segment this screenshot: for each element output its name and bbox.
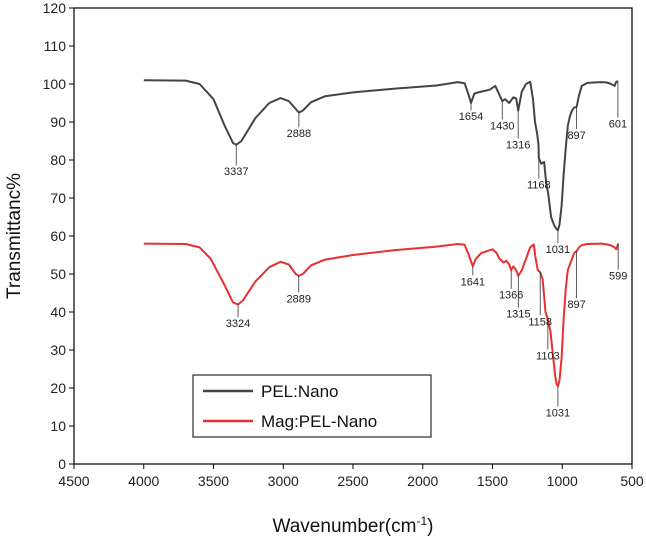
peak-label-897: 897 bbox=[567, 299, 585, 311]
y-tick-label: 50 bbox=[50, 266, 66, 282]
peak-label-1031: 1031 bbox=[546, 244, 570, 256]
peak-label-2889: 2889 bbox=[286, 294, 310, 306]
y-tick-label: 30 bbox=[50, 342, 66, 358]
x-tick-label: 1500 bbox=[477, 473, 508, 489]
x-axis-title-close: ) bbox=[427, 516, 433, 537]
y-tick-label: 110 bbox=[44, 38, 67, 54]
y-tick-label: 100 bbox=[43, 76, 67, 92]
y-tick-label: 20 bbox=[50, 380, 66, 396]
legend: PEL:Nano Mag:PEL-Nano bbox=[192, 374, 432, 438]
x-tick-label: 500 bbox=[620, 473, 644, 489]
y-tick-label: 40 bbox=[50, 304, 66, 320]
peak-label-1366: 1366 bbox=[499, 290, 523, 302]
x-axis-title: Wavenumber(cm-1) bbox=[273, 514, 434, 537]
x-tick-label: 4500 bbox=[58, 473, 89, 489]
peak-label-1168: 1168 bbox=[527, 180, 551, 192]
peak-label-601: 601 bbox=[609, 119, 627, 131]
y-tick-label: 90 bbox=[50, 114, 66, 130]
legend-label-pel-nano: PEL:Nano bbox=[261, 382, 339, 401]
peak-label-1103: 1103 bbox=[536, 351, 560, 363]
peak-label-1316: 1316 bbox=[506, 140, 530, 152]
x-tick-label: 1000 bbox=[547, 473, 578, 489]
series-line-mag-pel-nano bbox=[143, 242, 620, 388]
peak-label-599: 599 bbox=[609, 271, 627, 283]
peak-label-2888: 2888 bbox=[287, 128, 311, 140]
series-line-pel-nano bbox=[143, 79, 619, 232]
peak-label-1430: 1430 bbox=[490, 121, 514, 133]
peak-label-897: 897 bbox=[567, 130, 585, 142]
peak-label-1031: 1031 bbox=[546, 408, 570, 420]
y-axis-title: Transmittanc% bbox=[4, 173, 25, 299]
x-axis-title-main: Wavenumber(cm bbox=[273, 516, 417, 537]
legend-box bbox=[192, 374, 432, 438]
y-tick-label: 0 bbox=[58, 456, 66, 472]
y-tick-label: 80 bbox=[50, 152, 66, 168]
peak-label-1315: 1315 bbox=[506, 309, 530, 321]
x-tick-label: 3500 bbox=[198, 473, 229, 489]
peak-label-3324: 3324 bbox=[226, 318, 250, 330]
peak-label-1158: 1158 bbox=[528, 316, 552, 328]
peak-label-1641: 1641 bbox=[461, 276, 485, 288]
y-tick-label: 120 bbox=[43, 0, 67, 16]
x-axis-title-superscript: -1 bbox=[416, 514, 427, 528]
y-tick-label: 60 bbox=[50, 228, 66, 244]
y-tick-label: 10 bbox=[50, 418, 66, 434]
x-tick-label: 2500 bbox=[337, 473, 368, 489]
y-tick-label: 70 bbox=[50, 190, 66, 206]
x-tick-label: 4000 bbox=[128, 473, 159, 489]
x-tick-label: 2000 bbox=[407, 473, 438, 489]
peak-label-3337: 3337 bbox=[224, 166, 248, 178]
legend-label-mag-pel-nano: Mag:PEL-Nano bbox=[261, 412, 377, 431]
x-tick-label: 3000 bbox=[268, 473, 299, 489]
peak-label-1654: 1654 bbox=[459, 111, 483, 123]
